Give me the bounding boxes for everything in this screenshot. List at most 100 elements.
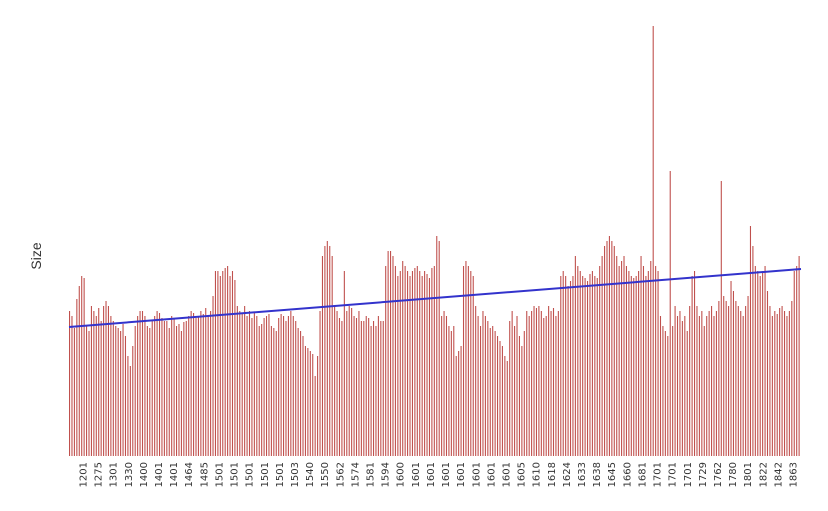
bar <box>611 241 613 456</box>
x-tick-label: 1633 <box>577 462 588 487</box>
bar <box>321 256 324 456</box>
bar <box>613 246 615 456</box>
x-tick-label: 1501 <box>260 462 271 487</box>
x-tick-label: 1762 <box>713 462 724 487</box>
bar <box>351 308 353 456</box>
bar <box>762 271 764 456</box>
bar <box>514 326 516 456</box>
x-tick-label: 1540 <box>305 462 316 487</box>
bar <box>414 268 416 456</box>
bar <box>100 321 102 456</box>
bar <box>336 311 338 456</box>
bar <box>516 316 518 456</box>
bar <box>124 336 127 456</box>
bar <box>635 276 637 456</box>
bar <box>139 311 141 456</box>
x-tick-label: 1501 <box>230 462 241 487</box>
bar <box>300 331 302 456</box>
bar <box>402 261 404 456</box>
y-axis-label: Size <box>28 242 44 269</box>
x-tick-label: 1503 <box>290 462 301 487</box>
bar <box>331 256 333 456</box>
bar <box>786 316 788 456</box>
bar <box>127 356 129 456</box>
bar <box>640 256 642 456</box>
bar <box>642 266 645 456</box>
x-tick-label: 1485 <box>199 462 210 487</box>
x-tick-label: 1645 <box>607 462 618 487</box>
bar <box>88 331 90 456</box>
bar <box>652 26 654 456</box>
bar <box>531 311 533 456</box>
x-tick-label: 1401 <box>169 462 180 487</box>
x-tick-label: 1863 <box>789 462 800 487</box>
bar <box>494 331 496 456</box>
bar <box>424 271 426 456</box>
bar <box>241 314 243 456</box>
bar <box>723 296 725 456</box>
bar <box>346 311 348 456</box>
bar <box>781 306 783 456</box>
x-tick-label: 1330 <box>124 462 135 487</box>
bar <box>141 311 144 456</box>
bar <box>236 306 238 456</box>
bar <box>115 326 117 456</box>
bar <box>426 274 428 456</box>
bar <box>625 266 627 456</box>
bar <box>178 324 180 456</box>
bar <box>470 271 472 456</box>
bar <box>343 271 345 456</box>
bar <box>477 316 479 456</box>
bar <box>674 306 676 456</box>
bar <box>246 316 248 456</box>
bar <box>533 306 535 456</box>
bar <box>737 306 739 456</box>
bar <box>796 266 798 456</box>
bar <box>487 321 489 456</box>
x-tick-label: 1610 <box>532 462 543 487</box>
bar <box>428 278 431 456</box>
bar <box>528 316 530 456</box>
bar <box>156 311 158 456</box>
bar <box>676 316 679 456</box>
bar <box>711 306 713 456</box>
bar <box>397 276 399 456</box>
bar <box>370 326 372 456</box>
bar <box>582 276 584 456</box>
bar <box>747 296 749 456</box>
bar <box>390 251 392 456</box>
bar <box>375 326 377 456</box>
x-tick-label: 1601 <box>471 462 482 487</box>
bar <box>696 306 698 456</box>
bar <box>482 311 484 456</box>
bar <box>608 236 610 456</box>
trend-line <box>68 268 802 328</box>
x-tick-label: 1400 <box>139 462 150 487</box>
x-tick-label: 1729 <box>698 462 709 487</box>
bar <box>419 271 421 456</box>
bar <box>278 318 280 456</box>
bar <box>275 331 277 456</box>
bar <box>244 306 246 456</box>
bar <box>725 301 727 456</box>
x-tick-labels: 1201 1275 1301 1330 1400 1401 1401 1464 1485 1501… <box>79 462 800 487</box>
bar <box>708 311 710 456</box>
bar <box>453 326 455 456</box>
bar <box>604 246 606 456</box>
bar <box>793 271 795 456</box>
x-tick-label: 1401 <box>154 462 165 487</box>
bar <box>591 271 593 456</box>
bar <box>280 314 282 456</box>
x-tick-label: 1581 <box>366 462 377 487</box>
bar <box>217 271 219 456</box>
bar <box>197 316 199 456</box>
bar <box>273 328 275 456</box>
bar <box>740 311 742 456</box>
bar <box>616 256 618 456</box>
bar <box>411 271 413 456</box>
bar <box>509 321 511 456</box>
bar <box>443 311 445 456</box>
bar <box>735 301 737 456</box>
bar <box>465 261 467 456</box>
bar <box>659 316 662 456</box>
